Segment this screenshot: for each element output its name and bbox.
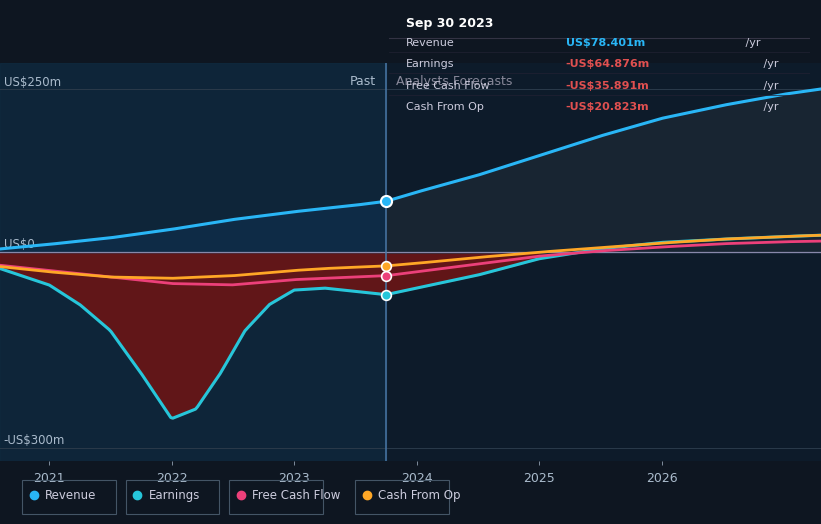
Text: Past: Past	[350, 74, 376, 88]
Text: /yr: /yr	[760, 59, 778, 69]
Text: Cash From Op: Cash From Op	[406, 102, 484, 112]
Text: Analysts Forecasts: Analysts Forecasts	[396, 74, 512, 88]
Text: /yr: /yr	[760, 102, 778, 112]
Text: -US$64.876m: -US$64.876m	[566, 59, 650, 69]
Text: Revenue: Revenue	[406, 38, 455, 48]
Text: /yr: /yr	[742, 38, 761, 48]
Text: Cash From Op: Cash From Op	[378, 489, 461, 501]
Text: Earnings: Earnings	[149, 489, 200, 501]
Text: -US$300m: -US$300m	[3, 434, 65, 447]
Text: /yr: /yr	[760, 81, 778, 91]
Text: US$78.401m: US$78.401m	[566, 38, 645, 48]
Text: Revenue: Revenue	[45, 489, 97, 501]
Text: -US$35.891m: -US$35.891m	[566, 81, 649, 91]
Text: Earnings: Earnings	[406, 59, 455, 69]
Text: Sep 30 2023: Sep 30 2023	[406, 17, 493, 30]
Text: -US$20.823m: -US$20.823m	[566, 102, 649, 112]
Text: Free Cash Flow: Free Cash Flow	[406, 81, 489, 91]
Text: US$0: US$0	[3, 238, 34, 251]
Text: Free Cash Flow: Free Cash Flow	[252, 489, 341, 501]
Text: US$250m: US$250m	[3, 76, 61, 89]
Bar	[0, 63, 386, 461]
